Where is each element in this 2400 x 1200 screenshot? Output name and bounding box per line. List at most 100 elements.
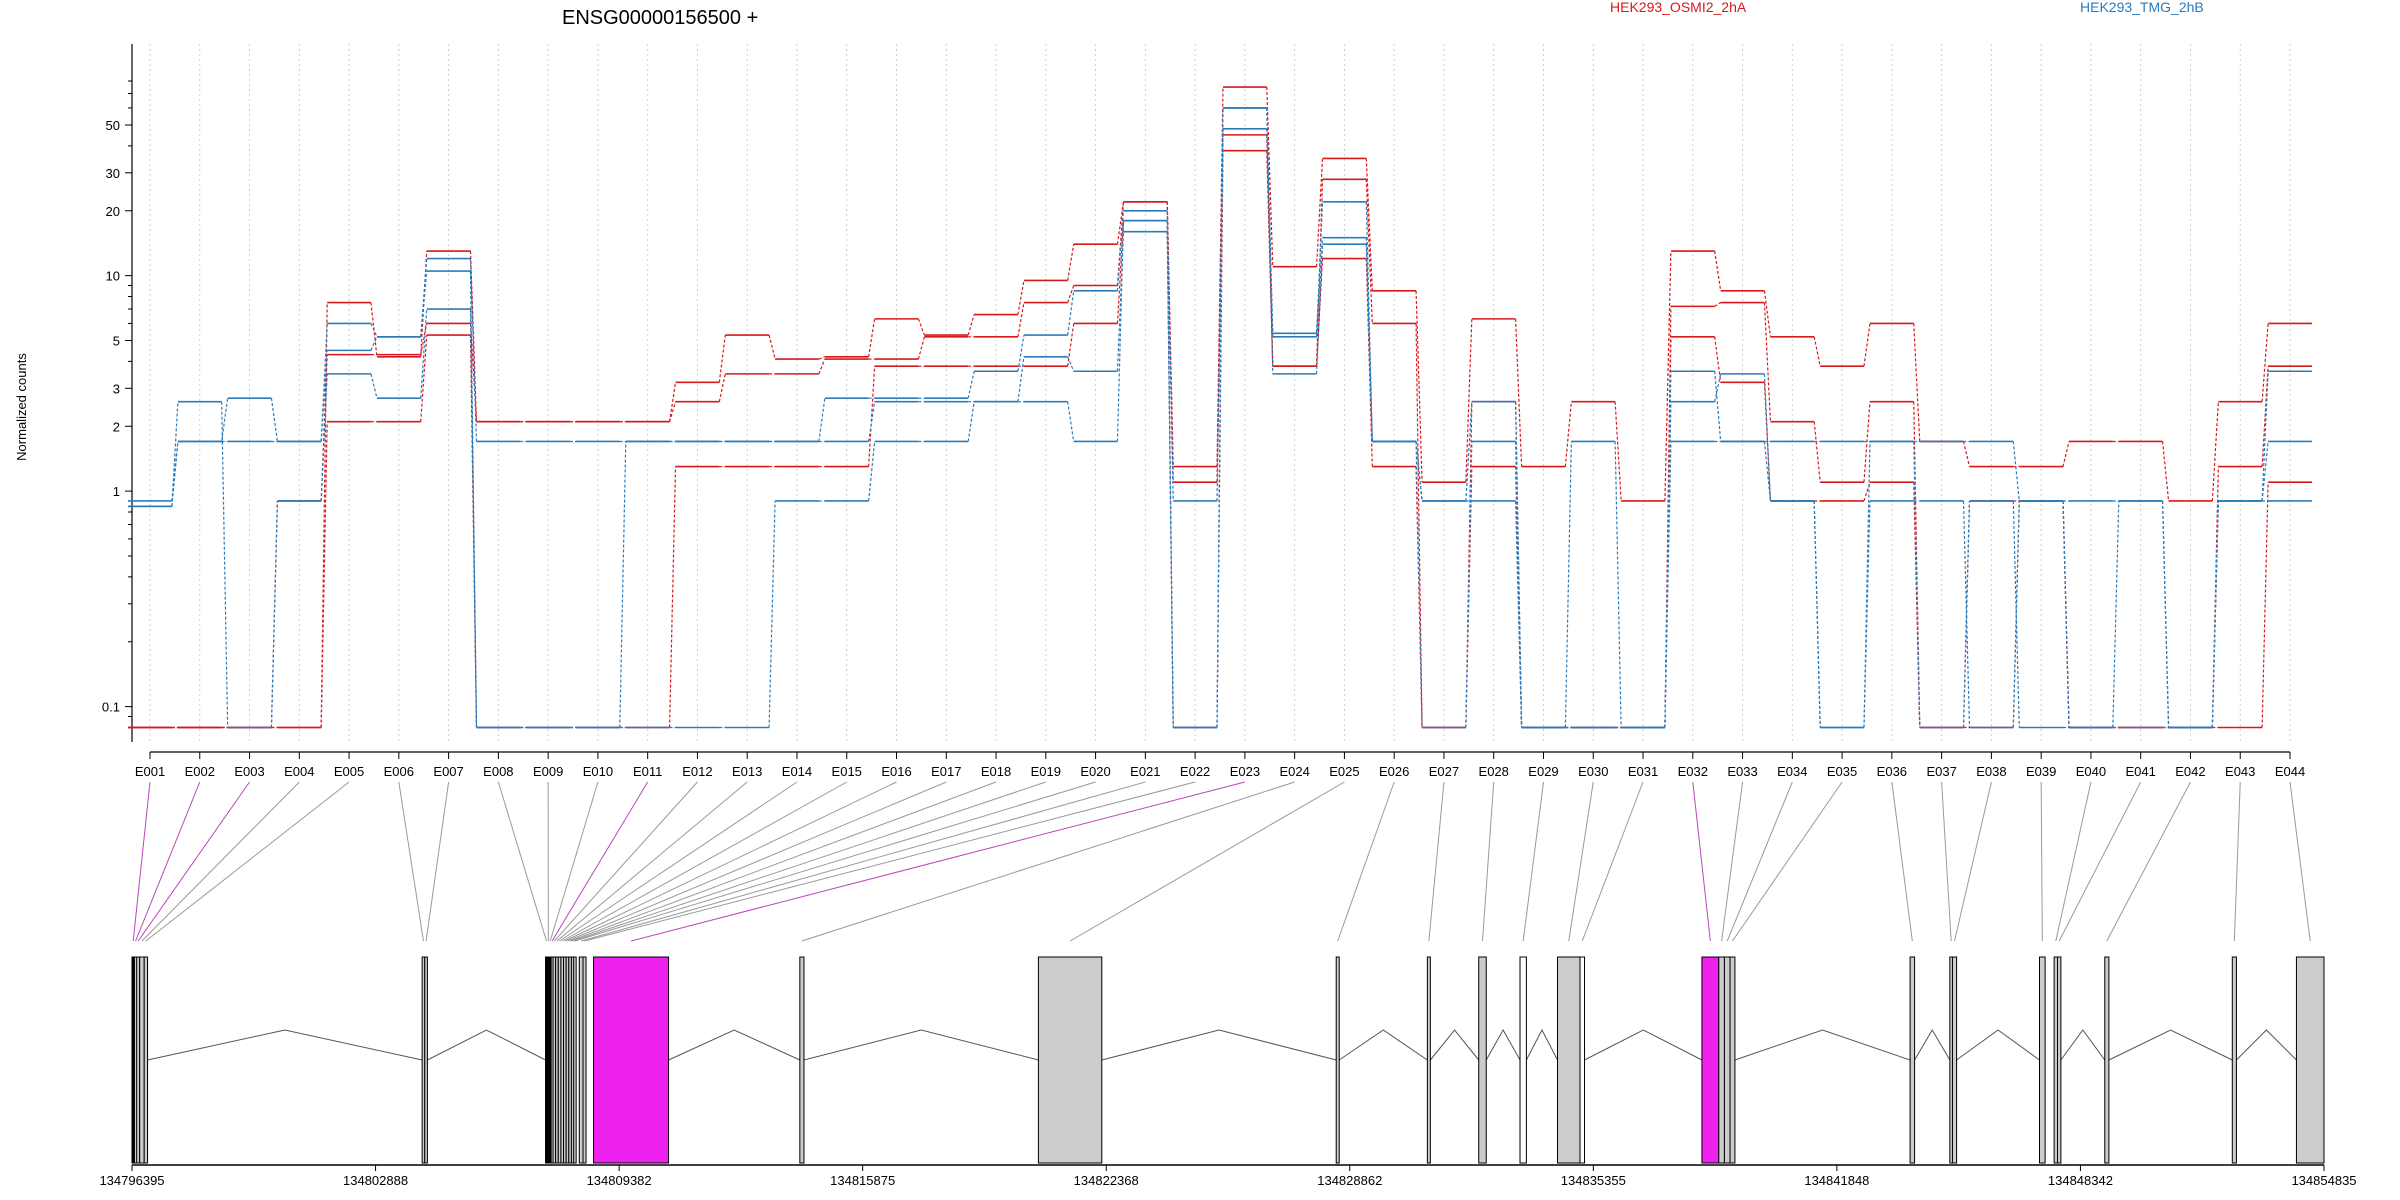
series-connector (1614, 441, 1622, 728)
series-connector (967, 401, 975, 442)
series-connector (1216, 107, 1224, 728)
series-connector (1714, 336, 1722, 383)
x-tick-label-e025: E025 (1329, 764, 1359, 779)
x-tick-label-e028: E028 (1479, 764, 1509, 779)
series-connector (967, 314, 975, 336)
series-connector (818, 356, 826, 360)
series-connector (270, 398, 279, 442)
exon-box-e030 (1557, 956, 1581, 1164)
exon-connector (1941, 781, 1952, 942)
series-connector (868, 401, 876, 442)
x-tick-label-e044: E044 (2275, 764, 2305, 779)
series-connector (1315, 179, 1324, 367)
series-connector (320, 373, 328, 502)
series-connector (1116, 231, 1125, 372)
series-connector (818, 398, 826, 442)
series-connector (718, 334, 726, 383)
exon-box-e041 (2057, 956, 2062, 1164)
series-connector (1714, 371, 1722, 442)
x-tick-label-e038: E038 (1976, 764, 2006, 779)
intron-line (2108, 1029, 2233, 1061)
x-tick-label-e002: E002 (185, 764, 215, 779)
series-connector (370, 373, 378, 399)
x-tick-label-e021: E021 (1130, 764, 1160, 779)
exon-connector (2106, 781, 2191, 942)
intron-line (1485, 1028, 1521, 1061)
series-connector (2261, 366, 2269, 467)
x-tick-label-e040: E040 (2076, 764, 2106, 779)
series-connector (1315, 244, 1324, 374)
x-tick-label-e026: E026 (1379, 764, 1409, 779)
x-tick-label-e005: E005 (334, 764, 364, 779)
x-tick-label-e037: E037 (1926, 764, 1956, 779)
series-connector (2261, 371, 2269, 502)
genomic-tick-label: 134809382 (587, 1173, 652, 1188)
intron-line (668, 1029, 801, 1061)
series-connector (1017, 356, 1025, 402)
exon-connector (630, 781, 1246, 942)
exon-connector (2058, 781, 2142, 942)
exon-connector (1481, 781, 1495, 942)
series-connector (1067, 290, 1075, 336)
series-connector (1714, 250, 1722, 291)
exon-box-e036 (1909, 956, 1916, 1164)
series-connector (668, 401, 677, 422)
series-connector (2261, 323, 2269, 402)
x-tick-label-e014: E014 (782, 764, 812, 779)
chart-title: ENSG00000156500 + (562, 7, 758, 29)
series-connector (2062, 441, 2070, 467)
genomic-tick-label: 134854835 (2291, 1173, 2356, 1188)
intron-line (803, 1029, 1039, 1061)
series-connector (1116, 210, 1125, 291)
exon-box-e031 (1579, 956, 1586, 1164)
series-connector (2012, 441, 2020, 502)
series-connector (1515, 441, 1523, 728)
series-connector (2112, 500, 2120, 728)
series-connector (469, 309, 478, 728)
y-tick-label: 20 (106, 204, 120, 219)
x-tick-label-e041: E041 (2126, 764, 2156, 779)
y-tick-label: 0.1 (102, 700, 120, 715)
x-tick-label-e010: E010 (583, 764, 613, 779)
exon-connector (569, 781, 997, 942)
exon-box-e024 (799, 956, 805, 1164)
series-connector (1266, 128, 1274, 334)
x-tick-label-e001: E001 (135, 764, 165, 779)
x-tick-label-e018: E018 (981, 764, 1011, 779)
x-tick-label-e042: E042 (2175, 764, 2205, 779)
series-connector (917, 318, 925, 336)
series-4 (128, 128, 2312, 729)
y-tick-label: 5 (113, 334, 120, 349)
exon-connector (135, 781, 201, 942)
exon-box-e026 (1335, 956, 1340, 1164)
series-connector (868, 366, 876, 467)
exon-connector (553, 781, 698, 942)
exon-connector (551, 781, 649, 942)
intron-line (427, 1029, 546, 1061)
series-connector (1365, 158, 1373, 291)
genomic-tick-label: 134815875 (830, 1173, 895, 1188)
intron-line (1956, 1029, 2040, 1061)
series-connector (1564, 441, 1572, 728)
exon-connector (2055, 781, 2092, 942)
exon-connector (2233, 781, 2241, 942)
genomic-tick-label: 134822368 (1074, 1173, 1139, 1188)
series-connector (2012, 500, 2020, 728)
x-tick-label-e032: E032 (1678, 764, 1708, 779)
series-connector (420, 258, 428, 337)
x-tick-label-e022: E022 (1180, 764, 1210, 779)
series-connector (1465, 318, 1473, 483)
exon-connector (567, 781, 947, 942)
intron-line (1525, 1028, 1558, 1061)
genomic-tick-label: 134848342 (2048, 1173, 2113, 1188)
series-connector (1166, 231, 1174, 728)
series-connector (668, 382, 677, 422)
series-connector (967, 371, 975, 399)
series-connector (2012, 500, 2020, 728)
exon-connector (1726, 781, 1793, 942)
series-2 (128, 149, 2312, 729)
y-tick-label: 30 (106, 166, 120, 181)
intron-line (1338, 1029, 1428, 1061)
series-connector (917, 336, 925, 360)
